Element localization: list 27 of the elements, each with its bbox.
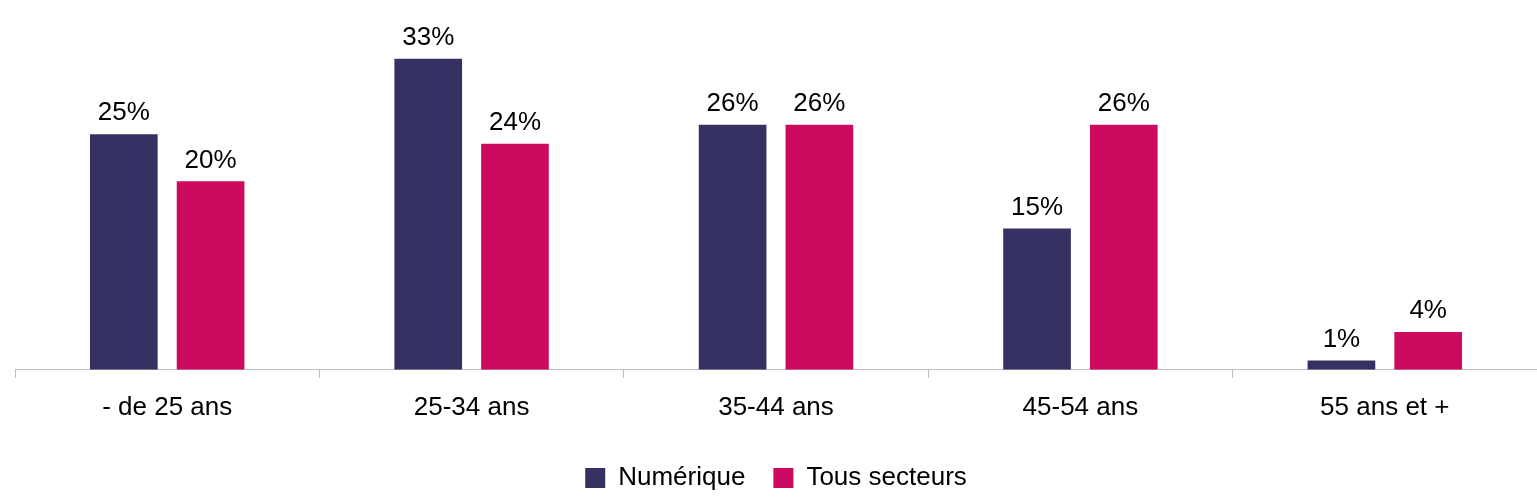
- bar: [1003, 228, 1071, 370]
- data-label: 20%: [184, 143, 237, 174]
- data-label: 1%: [1322, 322, 1361, 353]
- legend-label: Numérique: [618, 461, 746, 492]
- x-tick-label: 25-34 ans: [413, 390, 530, 421]
- bar: [481, 143, 549, 370]
- data-label: 25%: [97, 96, 150, 127]
- bar: [1089, 124, 1158, 370]
- bar: [394, 58, 463, 370]
- bar: [89, 134, 158, 370]
- legend-label: Tous secteurs: [806, 461, 967, 492]
- x-tick-label: 45-54 ans: [1022, 390, 1139, 421]
- data-label: 15%: [1011, 190, 1064, 221]
- data-label: 26%: [706, 86, 759, 117]
- x-tick-label: 55 ans et +: [1320, 390, 1450, 421]
- bar: [1394, 332, 1463, 370]
- data-label: 33%: [402, 21, 455, 52]
- x-tick-label: 35-44 ans: [718, 390, 834, 421]
- data-label: 26%: [793, 86, 846, 117]
- bar: [698, 124, 767, 370]
- data-label: 24%: [488, 105, 541, 136]
- bar: [1307, 360, 1376, 370]
- data-label: 26%: [1097, 86, 1150, 117]
- bar: [176, 181, 245, 370]
- bar: [785, 124, 854, 370]
- x-tick-label: - de 25 ans: [102, 390, 233, 421]
- data-label: 4%: [1409, 294, 1447, 325]
